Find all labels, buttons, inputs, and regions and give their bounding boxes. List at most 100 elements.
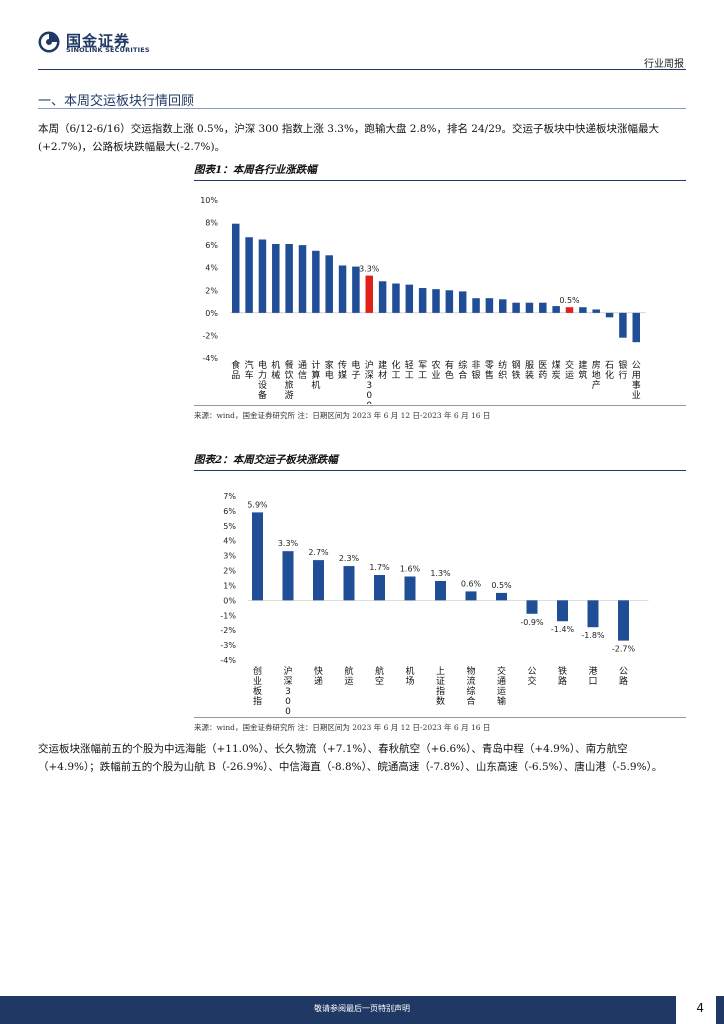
page-number-box xyxy=(676,996,716,1024)
category-label: 上证指数 xyxy=(436,666,445,707)
y-tick-label: 5% xyxy=(223,522,236,531)
bar-公路 xyxy=(618,600,629,641)
category-label: 综合 xyxy=(458,359,467,381)
bar-铁路 xyxy=(557,600,568,622)
industry-returns-chart: 10% 8% 6% 4% 2% 0% -2% -4% 食品汽车电力设备机械餐饮旅游通信计算机家电… xyxy=(200,196,646,404)
y-tick-label: 8% xyxy=(205,219,218,228)
footer-disclaimer-link[interactable]: 敬请参阅最后一页特别声明 xyxy=(314,1004,410,1013)
header-divider xyxy=(38,69,686,70)
bar-餐饮旅游 xyxy=(285,244,293,313)
category-label: 零售 xyxy=(485,360,494,381)
data-label: -1.8% xyxy=(581,631,605,640)
bar-计算机 xyxy=(312,250,320,313)
y-tick-label: 10% xyxy=(200,196,218,205)
y-tick-label: -2% xyxy=(202,331,218,340)
y-tick-label: 7% xyxy=(223,492,236,501)
figure1-title: 图表1：本周各行业涨跌幅 xyxy=(194,164,317,176)
bar-钢铁 xyxy=(512,302,520,313)
category-label: 创业板指 xyxy=(253,665,262,707)
bar-石化 xyxy=(605,312,614,318)
data-label: 3.3% xyxy=(278,539,299,548)
data-label: 3.3% xyxy=(359,265,380,274)
bar-家电 xyxy=(325,255,333,313)
data-label: -1.4% xyxy=(551,625,575,634)
data-label: 1.6% xyxy=(400,565,421,574)
data-label: 1.3% xyxy=(430,569,451,578)
category-label: 军工 xyxy=(418,360,427,381)
category-label: 轻工 xyxy=(405,359,414,381)
data-label: 2.3% xyxy=(339,554,360,563)
category-label: 汽车 xyxy=(245,359,254,381)
category-label: 钢铁 xyxy=(512,359,521,381)
category-label: 铁路 xyxy=(558,665,567,687)
sinolink-logo-icon xyxy=(38,31,60,53)
category-label: 有色 xyxy=(445,359,454,381)
y-tick-label: 4% xyxy=(223,537,236,546)
figure1-bottom-rule xyxy=(194,405,686,406)
category-label: 公路 xyxy=(619,666,628,687)
y-tick-label: 6% xyxy=(205,241,218,250)
data-label: 2.7% xyxy=(308,548,329,557)
bar-军工 xyxy=(418,288,427,313)
bar-通信 xyxy=(298,245,307,313)
category-label: 银行 xyxy=(618,359,627,381)
bar-建材 xyxy=(378,281,387,313)
top-movers-paragraph: 交运板块涨幅前五的个股为中远海能（+11.0%）、长久物流（+7.1%）、春秋航… xyxy=(38,743,663,773)
bar-公交 xyxy=(526,600,538,614)
category-label: 家电 xyxy=(325,359,334,381)
data-label: 1.7% xyxy=(369,563,390,572)
bar-交通运输 xyxy=(496,592,507,601)
bar-服装 xyxy=(525,302,534,313)
bar-化工 xyxy=(392,283,400,313)
category-label: 机械 xyxy=(271,359,280,381)
bar-纺织 xyxy=(499,299,507,313)
bar-农业 xyxy=(432,289,440,313)
page-number: 4 xyxy=(696,1001,704,1015)
bar-非银 xyxy=(472,298,480,313)
bar-有色 xyxy=(445,290,454,313)
y-tick-label: 3% xyxy=(223,552,236,561)
category-label: 餐饮旅游 xyxy=(285,359,294,401)
bar-物流综合 xyxy=(465,591,477,601)
bar-创业板指 xyxy=(252,512,263,601)
bar-航运 xyxy=(343,566,355,601)
figure1-source-note: 来源：wind，国金证券研究所 注：日期区间为 2023 年 6 月 12 日-… xyxy=(194,411,491,420)
section-title: 一、本周交运板块行情回顾 xyxy=(38,94,195,109)
category-label: 电力设备 xyxy=(258,359,267,401)
category-label: 交运 xyxy=(565,359,574,381)
data-label: 0.6% xyxy=(461,579,482,588)
bar-传媒 xyxy=(338,265,347,313)
category-label: 传媒 xyxy=(338,359,347,381)
bar-港口 xyxy=(587,600,599,628)
section-divider xyxy=(38,108,686,109)
y-tick-label: 1% xyxy=(223,581,236,590)
data-label: 5.9% xyxy=(247,500,268,509)
category-label: 农业 xyxy=(431,359,440,381)
category-label: 食品 xyxy=(231,359,240,381)
bar-航空 xyxy=(374,575,385,601)
bar-交运 xyxy=(565,307,574,313)
figure2-source-note: 来源：wind，国金证券研究所 注：日期区间为 2023 年 6 月 12 日-… xyxy=(194,723,491,732)
y-tick-label: 4% xyxy=(205,264,218,273)
y-tick-label: 0% xyxy=(205,309,218,318)
category-label: 建材 xyxy=(378,359,387,381)
data-label: 0.5% xyxy=(491,581,512,590)
transport-subsector-chart: 7% 6% 5% 4% 3% 2% 1% 0% -1% -2% -3% -4% 5.9% 创业板指 3.3%… xyxy=(220,492,649,714)
bar-电力设备 xyxy=(258,239,267,313)
bar-煤炭 xyxy=(552,306,560,313)
bar-公用事业 xyxy=(632,312,640,343)
category-label: 医药 xyxy=(538,360,547,381)
category-label: 交通运输 xyxy=(497,665,506,707)
bar-建筑 xyxy=(579,307,587,313)
category-label: 公用事业 xyxy=(632,360,641,401)
bar-零售 xyxy=(485,298,494,313)
category-label: 航运 xyxy=(344,665,353,687)
figure2-top-rule xyxy=(194,470,686,471)
bar-电子 xyxy=(352,266,360,313)
bar-快递 xyxy=(313,560,324,601)
category-label: 非银 xyxy=(472,359,481,381)
footer-bar xyxy=(0,996,724,1024)
category-label: 纺织 xyxy=(498,359,507,381)
data-label: -0.9% xyxy=(520,618,544,627)
logo-text-cn: 国金证券 xyxy=(66,32,131,50)
